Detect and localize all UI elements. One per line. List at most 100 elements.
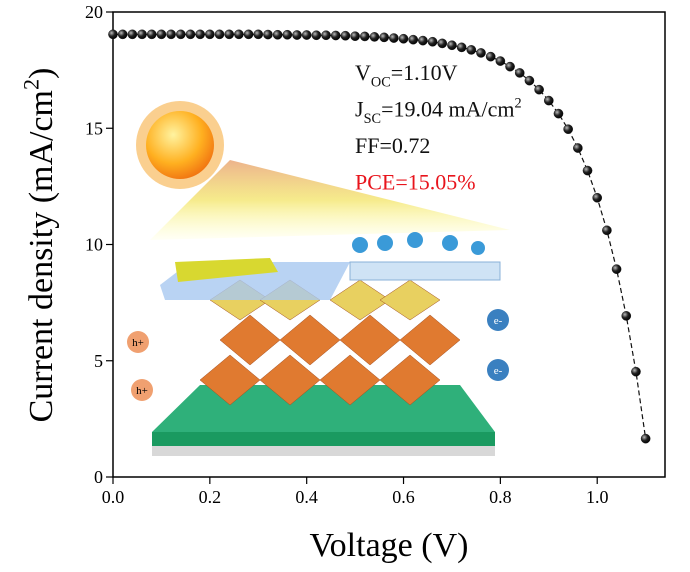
x-tick-label: 0.0 xyxy=(102,487,125,507)
data-point xyxy=(369,32,380,42)
text-part: ) xyxy=(23,68,60,79)
text-part: =19.04 mA/cm xyxy=(381,97,514,122)
data-point xyxy=(253,29,264,40)
electron-label: e- xyxy=(494,315,503,327)
hole-dot xyxy=(127,331,149,353)
data-point xyxy=(195,29,205,40)
data-point xyxy=(485,51,496,62)
x-tick-label: 1.0 xyxy=(586,487,609,507)
sun xyxy=(136,101,224,189)
data-point xyxy=(166,29,176,40)
data-point xyxy=(243,29,254,40)
text-part: 2 xyxy=(514,96,521,112)
text-part: PCE=15.05% xyxy=(355,170,476,195)
data-point xyxy=(553,108,564,119)
electron-dot xyxy=(487,359,509,381)
data-point xyxy=(108,29,118,40)
data-point xyxy=(379,32,389,43)
data-point xyxy=(573,143,583,153)
data-point xyxy=(311,30,322,41)
text-part: FF=0.72 xyxy=(355,133,430,158)
data-point xyxy=(505,61,515,72)
data-point xyxy=(350,31,360,41)
illustration: h+ h+ e- e- xyxy=(127,101,510,456)
data-point xyxy=(117,29,128,40)
x-tick-label: 0.6 xyxy=(392,487,415,507)
data-point xyxy=(185,29,196,40)
hole-dot xyxy=(131,379,153,401)
hole-label: h+ xyxy=(136,385,148,397)
y-tick-label: 20 xyxy=(85,2,103,22)
data-point xyxy=(466,45,477,55)
data-point xyxy=(534,84,544,95)
data-point xyxy=(631,366,641,377)
data-point xyxy=(214,29,225,40)
data-point xyxy=(389,33,399,43)
data-point xyxy=(514,68,525,78)
data-point xyxy=(418,35,428,46)
data-point xyxy=(156,29,167,40)
x-tick-label: 0.2 xyxy=(199,487,222,507)
droplets xyxy=(352,232,485,255)
substrate-edge xyxy=(152,432,495,446)
text-part: Current density (mA/cm xyxy=(23,90,60,422)
data-point xyxy=(398,33,409,44)
data-point xyxy=(543,95,554,106)
data-point xyxy=(611,264,622,274)
data-point xyxy=(476,48,486,58)
annotation: FF=0.72 xyxy=(355,133,430,158)
data-point xyxy=(175,29,186,40)
data-point xyxy=(263,29,273,40)
data-point xyxy=(205,29,215,40)
data-point xyxy=(592,192,603,203)
substrate xyxy=(152,385,495,432)
x-tick-label: 0.4 xyxy=(295,487,318,507)
substrate-base xyxy=(152,446,495,456)
y-tick-label: 15 xyxy=(85,118,103,138)
top-contact xyxy=(175,258,278,282)
y-axis-label: Current density (mA/cm2) xyxy=(18,68,60,423)
text-part: =1.10V xyxy=(391,60,458,85)
data-point xyxy=(146,29,157,40)
data-point xyxy=(359,31,370,42)
data-point xyxy=(292,30,302,40)
hole-label: h+ xyxy=(132,337,144,349)
y-tick-label: 10 xyxy=(85,235,103,255)
electron-label: e- xyxy=(494,365,503,377)
data-point xyxy=(437,38,448,49)
electron-dot xyxy=(487,309,509,331)
data-point xyxy=(282,29,293,40)
data-point xyxy=(301,30,312,40)
data-point xyxy=(127,29,138,40)
data-point xyxy=(427,36,438,47)
x-tick-label: 0.8 xyxy=(489,487,512,507)
light-beam xyxy=(150,160,510,240)
data-point xyxy=(495,56,506,66)
x-axis-label: Voltage (V) xyxy=(310,527,469,564)
data-point xyxy=(524,75,535,86)
data-point xyxy=(621,311,632,321)
arrow-band xyxy=(349,261,501,281)
text-part: V xyxy=(355,60,371,85)
data-point xyxy=(602,225,612,236)
text-part: SC xyxy=(364,111,382,127)
annotation: JSC=19.04 mA/cm2 xyxy=(355,96,522,127)
data-point xyxy=(137,29,147,40)
y-tick-label: 0 xyxy=(94,467,103,487)
data-point xyxy=(563,124,573,134)
data-point xyxy=(340,30,351,41)
data-point xyxy=(582,165,593,176)
text-part: OC xyxy=(371,75,391,91)
perovskite xyxy=(199,279,461,406)
annotation: PCE=15.05% xyxy=(355,170,476,195)
data-point xyxy=(330,30,341,41)
data-point xyxy=(224,29,235,40)
text-part: 2 xyxy=(18,79,43,90)
y-tick-label: 5 xyxy=(94,351,103,371)
annotation: VOC=1.10V xyxy=(355,60,458,91)
text-part: J xyxy=(355,97,364,122)
data-point xyxy=(408,34,419,45)
data-point xyxy=(321,30,331,41)
data-point xyxy=(640,433,651,444)
